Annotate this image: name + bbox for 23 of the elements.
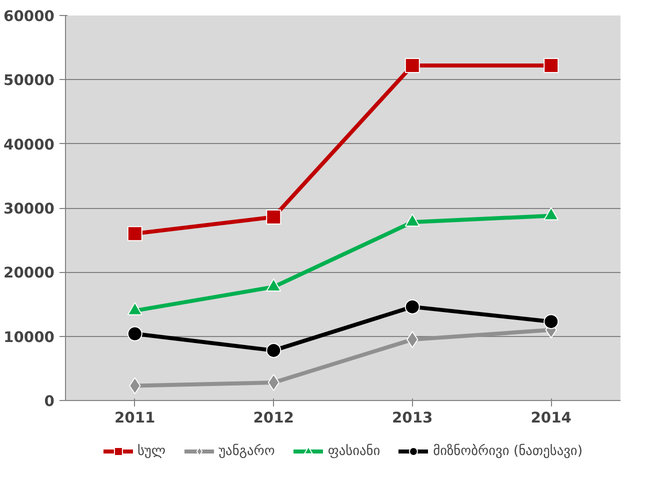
legend-label: მიზნობრივი (ნათესავი): [433, 444, 583, 458]
x-tick-label: 2013: [392, 410, 433, 426]
x-tick-label: 2012: [253, 410, 294, 426]
y-tick-label: 40000: [4, 136, 55, 154]
point: [127, 226, 142, 242]
point: [544, 314, 559, 330]
point: [266, 342, 282, 358]
point: [266, 209, 282, 224]
y-tick-label: 10000: [4, 328, 55, 346]
point: [544, 58, 559, 74]
y-tick-label: 20000: [4, 264, 55, 282]
x-tick-label: 2014: [530, 410, 572, 426]
legend-label: უანგარო: [218, 444, 275, 458]
point: [404, 58, 420, 74]
y-tick-label: 60000: [4, 8, 55, 25]
x-tick-label: 2011: [114, 410, 156, 426]
legend-label: სულ: [137, 444, 166, 458]
legend-label: ფასიანი: [328, 444, 380, 458]
y-tick-label: 0: [44, 393, 55, 410]
y-tick-label: 50000: [4, 72, 55, 90]
y-tick-label: 30000: [4, 200, 55, 218]
point: [127, 326, 142, 342]
point: [404, 299, 420, 314]
